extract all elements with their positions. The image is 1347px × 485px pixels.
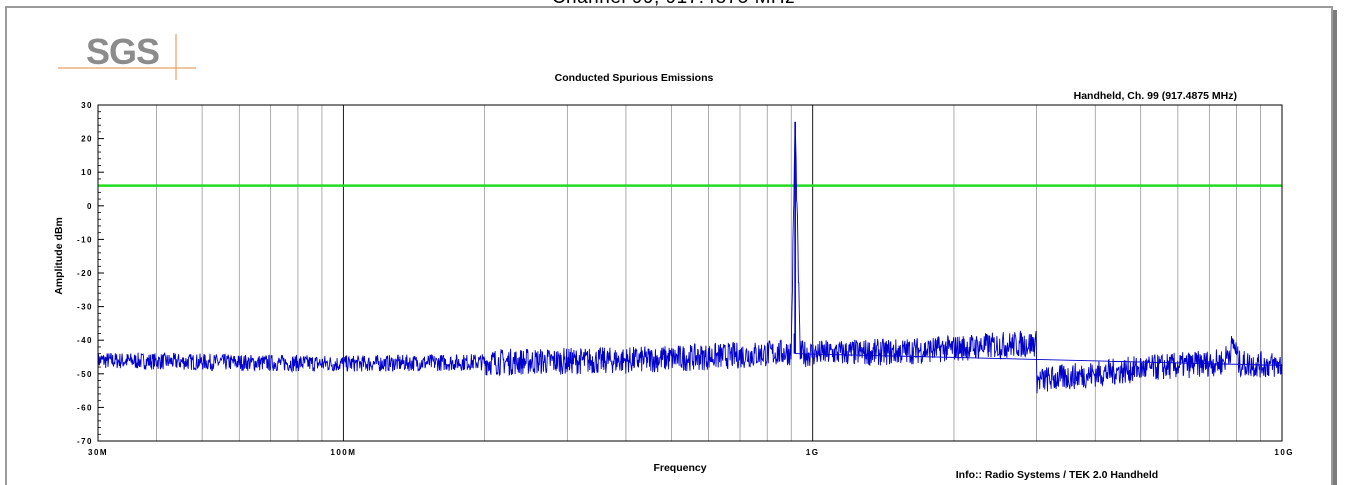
frame-shadow bbox=[1333, 10, 1337, 485]
y-tick-label: -50 bbox=[77, 370, 93, 379]
y-tick-label: -20 bbox=[77, 269, 93, 278]
x-axis-label: Frequency bbox=[653, 462, 706, 474]
y-tick-label: 10 bbox=[81, 168, 93, 177]
x-tick-label: 1G bbox=[806, 448, 820, 457]
x-tick-label: 30M bbox=[88, 448, 108, 457]
y-tick-label: 20 bbox=[81, 135, 93, 144]
y-tick-label: 30 bbox=[81, 101, 93, 110]
logo-text: SGS bbox=[86, 31, 159, 72]
x-axis-ticks: 30M 100M 1G 10G bbox=[88, 448, 1294, 457]
x-tick-label: 100M bbox=[330, 448, 356, 457]
y-tick-label: -70 bbox=[77, 437, 93, 446]
sgs-logo: SGS bbox=[58, 31, 196, 80]
y-tick-label: 0 bbox=[87, 202, 93, 211]
trace-group bbox=[97, 121, 1283, 394]
chart-title: Conducted Spurious Emissions bbox=[555, 72, 714, 84]
y-axis-ticks: 30 20 10 0 -10 -20 -30 -40 -50 -60 -70 bbox=[77, 101, 104, 446]
y-tick-label: -10 bbox=[77, 235, 93, 244]
y-axis-label: Amplitude dBm bbox=[53, 217, 65, 295]
y-tick-label: -60 bbox=[77, 403, 93, 412]
x-tick-label: 10G bbox=[1274, 448, 1294, 457]
y-tick-label: -40 bbox=[77, 336, 93, 345]
plot-grid bbox=[156, 105, 1261, 441]
info-text: Info:: Radio Systems / TEK 2.0 Handheld bbox=[956, 469, 1158, 481]
report-frame bbox=[5, 6, 1333, 485]
chart-subtitle: Handheld, Ch. 99 (917.4875 MHz) bbox=[1074, 90, 1237, 102]
spectrum-trace bbox=[97, 122, 1283, 394]
page-caption: Channel 99, 917.4875 MHz bbox=[0, 0, 1347, 9]
plot-area-border bbox=[97, 104, 1283, 442]
y-tick-label: -30 bbox=[77, 303, 93, 312]
